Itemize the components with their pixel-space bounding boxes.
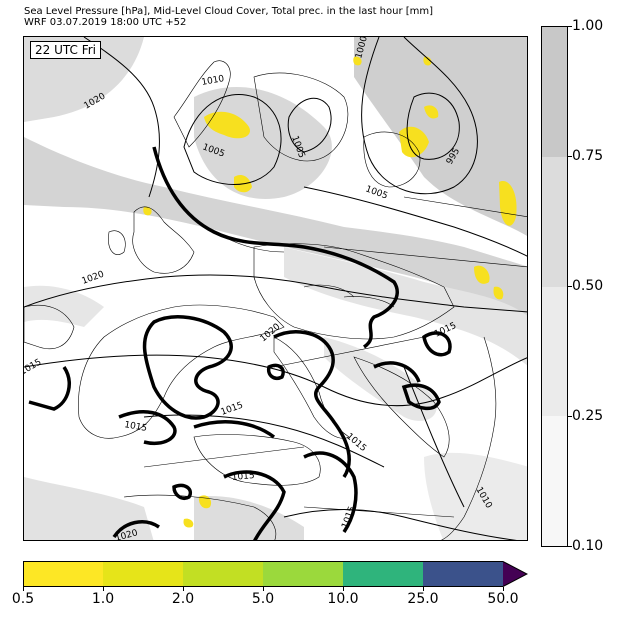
isobar-label: 1010 bbox=[201, 74, 226, 88]
coastlines-layer bbox=[24, 60, 527, 540]
isobar-label: 1015 bbox=[123, 420, 147, 434]
cloud-bar-label: 0.50 bbox=[572, 278, 604, 294]
cloud-bar-label: 1.00 bbox=[572, 18, 604, 34]
isobar-label: 1005 bbox=[364, 184, 389, 201]
precip-bar-tick bbox=[343, 587, 344, 591]
run-info: WRF 03.07.2019 18:00 UTC +52 bbox=[24, 17, 187, 28]
precip-bar-label: 10.0 bbox=[327, 591, 359, 607]
cloud-bar-tick bbox=[567, 286, 572, 287]
precip-bar-tick bbox=[103, 587, 104, 591]
cloud-bar-segment bbox=[542, 27, 567, 157]
precipitation-colorbar bbox=[23, 561, 528, 587]
chart-title: Sea Level Pressure [hPa], Mid-Level Clou… bbox=[24, 6, 434, 17]
valid-time-label: 22 UTC Fri bbox=[30, 41, 101, 59]
precip-bar-segment bbox=[423, 561, 503, 587]
map-canvas: 1020 1010 1005 1000 1005 995 1005 1020 1… bbox=[24, 37, 527, 541]
precip-bar-label: 50.0 bbox=[487, 591, 519, 607]
precip-bar-tick bbox=[183, 587, 184, 591]
precip-bar-segment bbox=[343, 561, 423, 587]
isobar-label: 1015 bbox=[340, 505, 357, 530]
cloud-cover-colorbar bbox=[541, 26, 568, 547]
cloud-bar-tick bbox=[567, 546, 572, 547]
isobar-label: 1015 bbox=[231, 471, 255, 483]
isobars-layer bbox=[24, 37, 527, 540]
cloud-bar-label: 0.75 bbox=[572, 148, 604, 164]
precip-bar-label: 5.0 bbox=[251, 591, 275, 607]
cloud-bar-label: 0.10 bbox=[572, 538, 604, 554]
precip-bar-label: 2.0 bbox=[171, 591, 195, 607]
isobar-label: 1015 bbox=[24, 357, 43, 377]
precip-bar-tick bbox=[423, 587, 424, 591]
precip-bar-segment bbox=[183, 561, 263, 587]
precip-bar-label: 1.0 bbox=[91, 591, 115, 607]
precip-bar-segment bbox=[103, 561, 183, 587]
precip-bar-segment bbox=[23, 561, 103, 587]
cloud-bar-label: 0.25 bbox=[572, 408, 604, 424]
precip-bar-tick bbox=[503, 587, 504, 591]
cloud-bar-segment bbox=[542, 286, 567, 417]
isobar-1015-thick bbox=[28, 146, 452, 540]
precip-bar-label: 25.0 bbox=[407, 591, 439, 607]
precip-bar-label: 0.5 bbox=[11, 591, 35, 607]
cloud-bar-tick bbox=[567, 416, 572, 417]
weather-map: 1020 1010 1005 1000 1005 995 1005 1020 1… bbox=[23, 36, 528, 541]
cloud-bar-segment bbox=[542, 416, 567, 546]
isobar-label: 1020 bbox=[81, 269, 106, 286]
isobar-label: 1015 bbox=[220, 401, 245, 418]
precip-bar-tick bbox=[263, 587, 264, 591]
precip-bar-segment bbox=[263, 561, 343, 587]
precip-bar-tick bbox=[23, 587, 24, 591]
cloud-bar-segment bbox=[542, 156, 567, 287]
precipitation-layer bbox=[143, 56, 517, 528]
isobar-label: 1020 bbox=[114, 528, 139, 541]
cloud-bar-tick bbox=[567, 26, 572, 27]
precip-bar-extend-arrow bbox=[503, 561, 527, 587]
cloud-cover-layer bbox=[24, 37, 527, 540]
cloud-bar-tick bbox=[567, 156, 572, 157]
